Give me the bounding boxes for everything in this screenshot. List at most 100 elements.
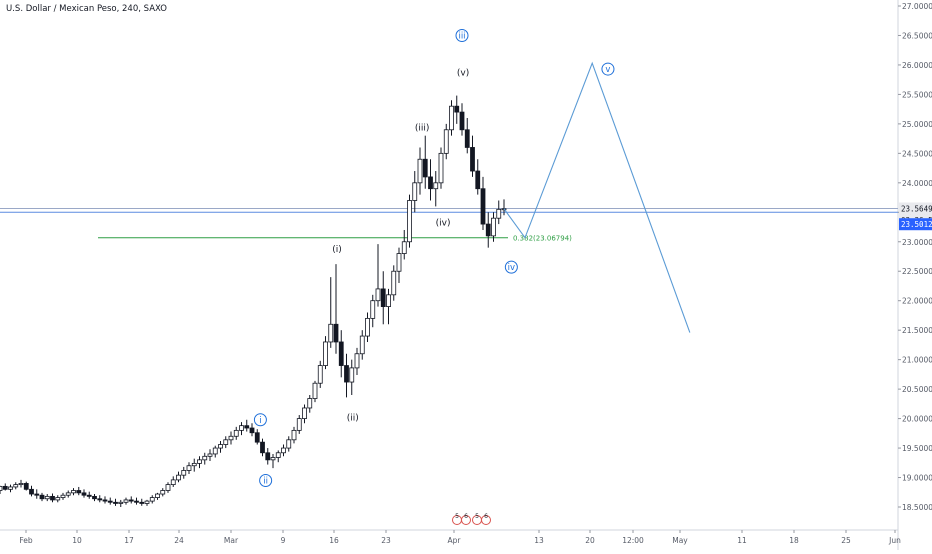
wave-label-circled: iv	[508, 263, 515, 273]
y-tick-label: 21.50000	[902, 326, 932, 335]
candle-body	[202, 455, 208, 461]
candle-body	[443, 129, 449, 154]
wave-circle	[455, 28, 469, 42]
projection-path	[503, 61, 691, 333]
candle-body	[386, 294, 391, 308]
candle-body	[218, 444, 223, 449]
y-tick-label: 26.00000	[902, 61, 932, 70]
x-tick-label: Feb	[19, 536, 33, 545]
second-price-tag	[899, 218, 932, 231]
candle-body	[60, 494, 66, 498]
candle-body	[396, 253, 402, 272]
candle-body	[113, 501, 118, 504]
candle-body	[165, 484, 171, 491]
candle-body	[380, 288, 386, 307]
candle-body	[155, 493, 160, 498]
candle-body	[244, 425, 250, 429]
y-tick-label: 19.50000	[902, 444, 932, 453]
y-tick-label: 23.00000	[902, 238, 932, 247]
y-tick-label: 21.00000	[902, 356, 932, 365]
candle-layer	[0, 95, 507, 507]
y-tick-label: 26.50000	[902, 31, 932, 40]
candle-body	[29, 488, 34, 495]
candle-body	[281, 447, 286, 454]
candle-body	[317, 365, 323, 384]
candle-body	[302, 407, 307, 419]
candle-body	[13, 484, 19, 488]
event-marker	[461, 515, 471, 525]
wave-circle	[259, 473, 273, 487]
candle-body	[228, 435, 234, 441]
candle-body	[191, 462, 197, 467]
candle-body	[401, 241, 407, 254]
y-tick-label: 24.00000	[902, 179, 932, 188]
candle-body	[212, 447, 218, 455]
candle-body	[354, 353, 360, 369]
candle-body	[291, 429, 297, 441]
candle-body	[375, 288, 381, 302]
candle-body	[449, 105, 454, 131]
candle-body	[65, 492, 71, 496]
event-count: 6	[484, 513, 488, 520]
candle-body	[134, 500, 139, 503]
y-tick-label: 20.50000	[902, 385, 932, 394]
candle-body	[39, 494, 45, 500]
candle-body	[464, 129, 470, 148]
candle-body	[459, 111, 465, 131]
wave-label-circled: i	[259, 416, 261, 426]
candle-body	[412, 182, 418, 201]
candle-body	[76, 490, 82, 494]
wave-circle	[253, 413, 267, 427]
candle-body	[365, 317, 370, 337]
candle-body	[128, 499, 134, 502]
x-tick-label: 13	[534, 536, 544, 545]
candle-body	[333, 323, 339, 343]
candle-body	[55, 497, 61, 501]
x-tick-label: 12:00	[622, 536, 644, 545]
second-price-value: 23.50127	[901, 220, 932, 229]
x-tick-label: Mar	[224, 536, 239, 545]
wave-label: (i)	[332, 245, 342, 255]
candle-body	[275, 452, 281, 458]
event-count: 5	[455, 513, 459, 520]
x-tick-label: Apr	[448, 536, 462, 545]
x-tick-label: 18	[789, 536, 799, 545]
candle-body	[475, 170, 481, 190]
wave-label-circled: ii	[263, 476, 268, 486]
projection-layer	[503, 61, 691, 333]
y-tick-label: 25.00000	[902, 120, 932, 129]
candle-body	[8, 486, 13, 490]
candle-body	[207, 453, 213, 457]
y-tick-label: 19.00000	[902, 474, 932, 483]
candle-body	[391, 270, 397, 296]
candle-body	[312, 382, 318, 399]
candle-body	[359, 335, 365, 355]
candle-body	[349, 367, 355, 383]
candle-body	[422, 158, 428, 178]
candle-body	[491, 217, 496, 237]
event-count: 6	[464, 513, 468, 520]
candle-body	[296, 418, 302, 431]
candle-body	[92, 495, 97, 500]
candle-body	[249, 427, 255, 434]
y-tick-label: 22.50000	[902, 267, 932, 276]
y-tick-label: 18.50000	[902, 503, 932, 512]
candle-body	[254, 432, 260, 443]
candle-body	[233, 429, 239, 437]
wave-label: (iv)	[436, 218, 451, 228]
price-tag-layer: 23.5649603:36:5523.50127	[899, 202, 932, 231]
current-price-tag	[899, 202, 932, 215]
candle-body	[102, 499, 108, 502]
candle-body	[407, 200, 412, 243]
candle-body	[485, 223, 491, 237]
wave-label: (v)	[457, 69, 469, 79]
x-tick-label: 17	[124, 536, 134, 545]
x-tick-label: May	[672, 536, 688, 545]
candle-body	[176, 474, 181, 481]
candle-body	[44, 495, 50, 500]
x-tick-label: 23	[381, 536, 391, 545]
candle-body	[433, 182, 439, 190]
